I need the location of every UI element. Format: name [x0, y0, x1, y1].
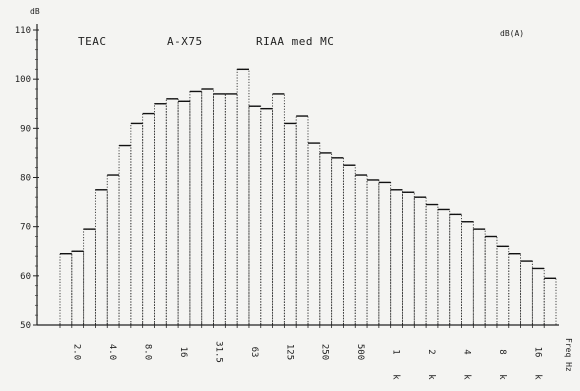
bar	[484, 236, 498, 325]
units-label: dB(A)	[500, 29, 524, 38]
bar	[260, 108, 274, 325]
bar	[472, 228, 486, 325]
x-tick-suffix: k	[391, 374, 401, 380]
y-tick-label: 90	[20, 124, 31, 134]
bar	[165, 98, 179, 325]
bar	[189, 91, 203, 325]
x-tick-label: 63	[249, 347, 259, 358]
x-tick-suffix: k	[461, 374, 471, 380]
bars	[59, 68, 557, 328]
x-tick-label: 8	[497, 349, 507, 354]
x-tick-label: 500	[355, 344, 365, 360]
x-tick-label: 4.0	[107, 344, 117, 360]
y-tick-label: 70	[20, 223, 31, 233]
axes	[36, 24, 559, 326]
y-axis-unit-label: dB	[30, 7, 40, 16]
x-tick-label: 125	[284, 344, 294, 360]
y-tick-label: 100	[15, 75, 31, 85]
bar	[508, 253, 522, 325]
bar	[496, 245, 510, 325]
y-tick-label: 50	[20, 321, 31, 331]
x-tick-label: 250	[320, 344, 330, 360]
bar	[118, 145, 132, 325]
x-tick-label: 31.5	[213, 341, 223, 363]
bar	[342, 164, 356, 325]
y-tick-label: 80	[20, 174, 31, 184]
bar	[106, 174, 120, 325]
x-tick-label: 4	[461, 349, 471, 354]
x-axis-label: Freq Hz	[564, 338, 573, 372]
bar	[248, 105, 262, 325]
bar	[531, 268, 545, 325]
bar	[59, 253, 73, 325]
bar	[449, 213, 462, 325]
bar	[331, 157, 344, 325]
bar	[307, 142, 321, 325]
bar	[83, 228, 96, 325]
bar	[283, 122, 297, 325]
bar	[520, 260, 533, 325]
x-tick-label: 16	[532, 347, 542, 358]
bar	[71, 250, 85, 325]
x-tick-label: 2	[426, 349, 436, 354]
y-tick-label: 110	[15, 26, 31, 36]
bar	[402, 191, 415, 325]
bar	[461, 221, 474, 325]
bar	[437, 209, 451, 325]
x-tick-suffix: k	[532, 374, 542, 380]
bar	[378, 181, 392, 325]
title-brand: TEAC	[78, 35, 107, 48]
y-ticks: 50 60 70 80 90 100 110	[15, 26, 39, 331]
bar	[425, 204, 439, 325]
bar	[130, 122, 144, 325]
bar	[236, 68, 250, 325]
y-tick-label: 60	[20, 272, 31, 282]
bar	[201, 88, 214, 325]
bar	[142, 113, 155, 325]
bar	[272, 93, 285, 325]
x-ticks: 2.0 4.0 8.0 16 31.5 63 125 250 500 1 k 2 k 4 k 8 k 16 k	[72, 341, 543, 380]
bar	[94, 189, 108, 325]
x-tick-suffix: k	[426, 374, 436, 380]
bar	[354, 174, 368, 325]
bar	[224, 93, 238, 325]
x-tick-label: 16	[178, 347, 188, 358]
bar	[413, 196, 427, 325]
title-model: A-X75	[167, 35, 203, 48]
bar	[543, 277, 557, 325]
bar	[177, 100, 191, 325]
title-mode: RIAA med MC	[256, 35, 334, 48]
x-tick-suffix: k	[497, 374, 507, 380]
x-tick-label: 8.0	[143, 344, 153, 360]
bar	[213, 93, 226, 325]
bar	[366, 179, 380, 325]
bar	[390, 189, 403, 325]
x-tick-label: 1	[391, 349, 401, 354]
bar	[319, 152, 333, 325]
bar	[295, 115, 309, 325]
x-tick-label: 2.0	[72, 344, 82, 360]
bar	[154, 103, 167, 325]
